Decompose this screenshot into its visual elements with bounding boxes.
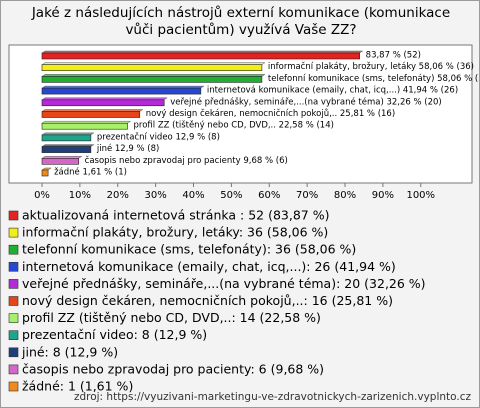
x-tick-label: 70% (296, 190, 318, 201)
legend-label: prezentační video: 8 (12,9 %) (22, 327, 207, 342)
legend-label: aktualizovaná internetová stránka : 52 (… (22, 208, 330, 223)
data-label: informační plakáty, brožury, letáky 58,0… (268, 61, 474, 72)
data-label: profil ZZ (tištěný nebo CD, DVD,.. 22,58… (134, 120, 334, 131)
bar-top (41, 85, 205, 89)
bar (41, 169, 49, 177)
bar-top (41, 97, 169, 101)
bar (41, 64, 263, 72)
legend-swatch (8, 313, 19, 323)
legend-label: časopis nebo zpravodaj pro pacienty: 6 (… (22, 361, 324, 376)
x-tick-label: 0% (34, 190, 50, 201)
chart-title: Jaké z následujících nástrojů externí ko… (31, 5, 451, 38)
x-tick-label: 80% (334, 190, 356, 201)
bar-top (41, 144, 95, 147)
x-tick-label: 30% (145, 190, 167, 201)
legend-label: profil ZZ (tištěný nebo CD, DVD,..: 14 (… (22, 310, 321, 325)
legend-swatch (8, 244, 19, 255)
bar-top (41, 132, 95, 136)
legend-swatch (8, 296, 19, 306)
legend-swatch (8, 364, 19, 375)
bar (41, 76, 263, 83)
data-label: časopis nebo zpravodaj pro pacienty 9,68… (85, 155, 288, 166)
legend-swatch (8, 210, 19, 221)
data-label: veřejné přednášky, semináře,...(na vybra… (170, 96, 442, 107)
data-label: prezentační video 12,9 % (8) (97, 131, 220, 142)
data-label: telefonní komunikace (sms, telefonáty) 5… (268, 74, 479, 84)
legend-label: internetová komunikace (emaily, chat, ic… (22, 259, 396, 274)
legend-swatch (8, 381, 19, 392)
bar (41, 134, 92, 142)
bar-top (41, 62, 266, 65)
legend-swatch (8, 261, 19, 272)
bar (41, 99, 165, 107)
data-label: 83,87 % (52) (366, 51, 421, 61)
x-tick-label: 20% (107, 190, 129, 201)
bar (41, 122, 128, 130)
bar-top (41, 109, 144, 112)
bar (41, 52, 360, 60)
legend-label: nový design čekáren, nemocničních pokojů… (22, 293, 393, 308)
legend-swatch (8, 347, 19, 358)
x-tick-label: 40% (182, 190, 204, 201)
legend-swatch (8, 227, 19, 238)
source: zdroj: https://vyuzivani-marketingu-ve-z… (74, 391, 472, 403)
data-label: jiné 12,9 % (8) (96, 143, 159, 154)
bar-top (41, 156, 83, 159)
x-tick-label: 60% (258, 190, 280, 201)
bar-top (41, 74, 266, 77)
bar-top (41, 120, 132, 124)
x-tick-label: 10% (69, 190, 91, 201)
legend-label: jiné: 8 (12,9 %) (21, 344, 118, 359)
legend-label: veřejné přednášky, semináře,...(na vybra… (22, 276, 426, 291)
bar (41, 111, 141, 118)
legend-label: telefonní komunikace (sms, telefonáty): … (22, 242, 356, 257)
x-tick-label: 100% (406, 190, 435, 201)
x-tick-label: 90% (372, 190, 394, 201)
legend-label: žádné: 1 (1,61 %) (22, 379, 133, 394)
data-label: žádné 1,61 % (1) (54, 167, 127, 178)
data-label: internetová komunikace (emaily, chat, ic… (207, 86, 458, 96)
legend-label: informační plakáty, brožury, letáky: 36 … (22, 225, 328, 240)
legend-swatch (8, 330, 19, 341)
bar (41, 87, 202, 95)
bar (41, 146, 92, 153)
legend-swatch (8, 279, 19, 289)
data-label: nový design čekáren, nemocničních pokojů… (146, 108, 395, 119)
x-tick-label: 50% (220, 190, 242, 201)
bar (41, 158, 79, 165)
